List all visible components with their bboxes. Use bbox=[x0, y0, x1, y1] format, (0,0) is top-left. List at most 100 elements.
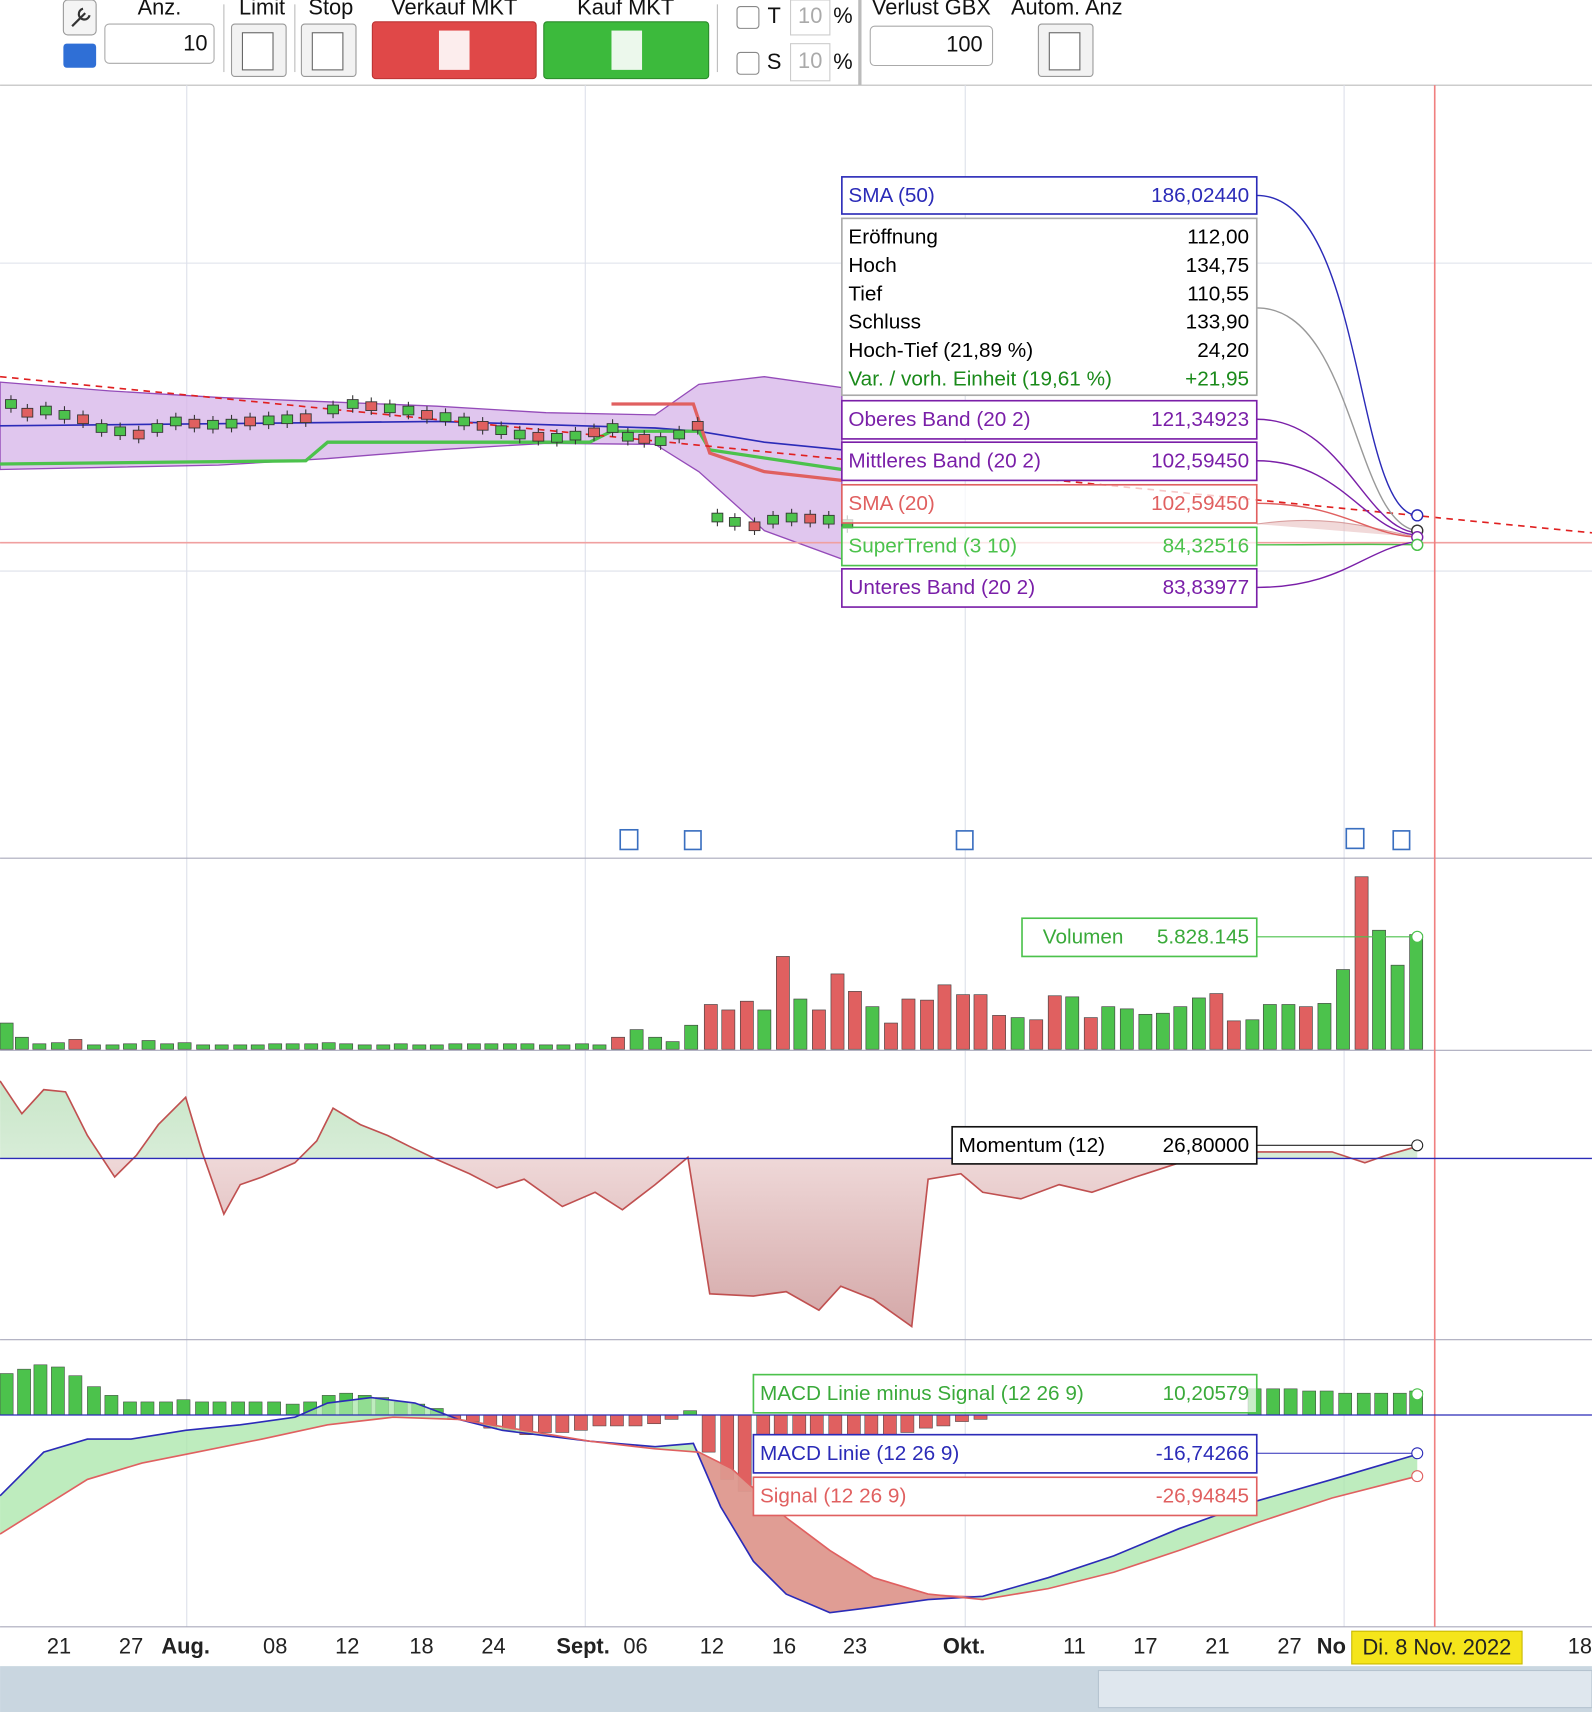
volume-bar bbox=[884, 1022, 898, 1050]
histogram-bar bbox=[195, 1401, 209, 1416]
legend-box bbox=[1021, 917, 1258, 958]
marker bbox=[1411, 1139, 1424, 1152]
volume-bar bbox=[1155, 1012, 1170, 1050]
histogram-bar bbox=[647, 1414, 661, 1425]
volume-bar bbox=[776, 956, 790, 1050]
volume-bar bbox=[1336, 969, 1350, 1050]
momentum-line bbox=[0, 1080, 1418, 1329]
volume-bar bbox=[1010, 1017, 1025, 1050]
candle bbox=[346, 399, 359, 409]
volume-bar bbox=[15, 1036, 29, 1050]
t-input[interactable] bbox=[789, 0, 831, 36]
x-tick-label: 17 bbox=[1133, 1633, 1157, 1658]
histogram-bar bbox=[592, 1414, 607, 1427]
candle bbox=[476, 421, 489, 431]
t-checkbox[interactable] bbox=[736, 6, 760, 29]
note-icon[interactable] bbox=[1345, 827, 1365, 850]
candle bbox=[439, 412, 452, 422]
t-unit: % bbox=[833, 3, 852, 28]
volume-bar bbox=[739, 1000, 754, 1050]
ohlc-name: Var. / vorh. Einheit (19,61 %) bbox=[848, 367, 1112, 390]
candle bbox=[569, 430, 582, 441]
quantity-value: 10 bbox=[183, 31, 207, 56]
s-unit: % bbox=[833, 49, 852, 74]
loss-input[interactable] bbox=[869, 25, 994, 67]
loss-value: 100 bbox=[946, 32, 982, 57]
s-value: 10 bbox=[798, 48, 822, 73]
candle bbox=[711, 512, 724, 523]
legend-box bbox=[841, 441, 1258, 482]
volume-bar bbox=[1262, 1004, 1277, 1050]
legend-value: 102,59450 bbox=[1151, 449, 1249, 472]
wrench-icon bbox=[71, 7, 91, 27]
volume-bar bbox=[757, 1009, 772, 1050]
legend-value: 83,83977 bbox=[1163, 576, 1249, 599]
histogram-bar bbox=[1302, 1390, 1316, 1416]
auto-label: Autom. Anz bbox=[1011, 0, 1123, 20]
quantity-input[interactable] bbox=[104, 23, 215, 64]
candle bbox=[132, 429, 145, 440]
ohlc-name: Eröffnung bbox=[848, 226, 938, 249]
histogram-bar bbox=[68, 1375, 83, 1416]
volume-bar bbox=[830, 973, 845, 1050]
candle bbox=[606, 423, 619, 433]
histogram-bar bbox=[1392, 1392, 1407, 1416]
toolbar: Anz. 10 Limit Stop Verkauf MKT Kauf MKT … bbox=[0, 0, 1592, 86]
candle bbox=[383, 403, 396, 414]
scrollbar-thumb[interactable] bbox=[1097, 1669, 1592, 1709]
volume-bar bbox=[1173, 1006, 1188, 1050]
volume-bar bbox=[1390, 964, 1405, 1050]
connector bbox=[1256, 418, 1418, 534]
marker bbox=[1411, 1388, 1424, 1401]
x-tick-label: 21 bbox=[1205, 1633, 1229, 1658]
histogram-bar bbox=[33, 1364, 48, 1416]
candle bbox=[262, 415, 275, 426]
panel-borders bbox=[0, 857, 1592, 1628]
ohlc-value: 24,20 bbox=[1197, 339, 1249, 362]
date-badge bbox=[1351, 1630, 1523, 1665]
trend-line bbox=[0, 375, 1592, 534]
volume-bar bbox=[901, 998, 916, 1050]
candle bbox=[822, 514, 835, 525]
candle bbox=[458, 416, 470, 427]
volume-bar bbox=[665, 1041, 680, 1050]
volume-bar bbox=[721, 1009, 736, 1050]
histogram-bar bbox=[1356, 1392, 1371, 1416]
histogram-bar bbox=[828, 1414, 843, 1438]
histogram-bar bbox=[140, 1401, 155, 1416]
candle bbox=[638, 434, 651, 444]
s-input[interactable] bbox=[789, 43, 831, 82]
candle bbox=[95, 423, 108, 433]
note-icon[interactable] bbox=[1392, 830, 1411, 851]
histogram-bar bbox=[87, 1386, 101, 1416]
volume-bar bbox=[87, 1044, 101, 1050]
legend-box bbox=[841, 483, 1258, 524]
candle bbox=[327, 404, 339, 415]
histogram-bar bbox=[555, 1414, 570, 1433]
note-icon[interactable] bbox=[955, 830, 974, 851]
keyboard-button[interactable] bbox=[63, 43, 97, 68]
volume-bar bbox=[520, 1043, 535, 1050]
histogram-bar bbox=[1266, 1388, 1280, 1416]
note-icon[interactable] bbox=[619, 828, 639, 851]
histogram-bar bbox=[231, 1401, 245, 1416]
volume-bar bbox=[177, 1042, 192, 1050]
s-checkbox[interactable] bbox=[736, 51, 760, 75]
candle bbox=[532, 431, 545, 442]
histogram-bar bbox=[1319, 1390, 1334, 1416]
sell-label: Verkauf MKT bbox=[391, 0, 517, 20]
auto-icon bbox=[1048, 32, 1081, 71]
connector bbox=[1256, 502, 1418, 538]
volume-bar bbox=[321, 1042, 336, 1050]
note-icon[interactable] bbox=[683, 830, 702, 851]
volume-bar bbox=[956, 994, 970, 1050]
volume-bar bbox=[233, 1044, 248, 1050]
legend-value: 84,32516 bbox=[1163, 534, 1249, 557]
legend-name: MACD Linie (12 26 9) bbox=[760, 1442, 959, 1465]
connector bbox=[1256, 540, 1418, 589]
legend-box bbox=[841, 399, 1258, 440]
x-tick-label: 08 bbox=[263, 1633, 287, 1658]
candle bbox=[673, 429, 686, 440]
x-tick-label: 16 bbox=[772, 1633, 796, 1658]
legend-box bbox=[841, 176, 1258, 215]
